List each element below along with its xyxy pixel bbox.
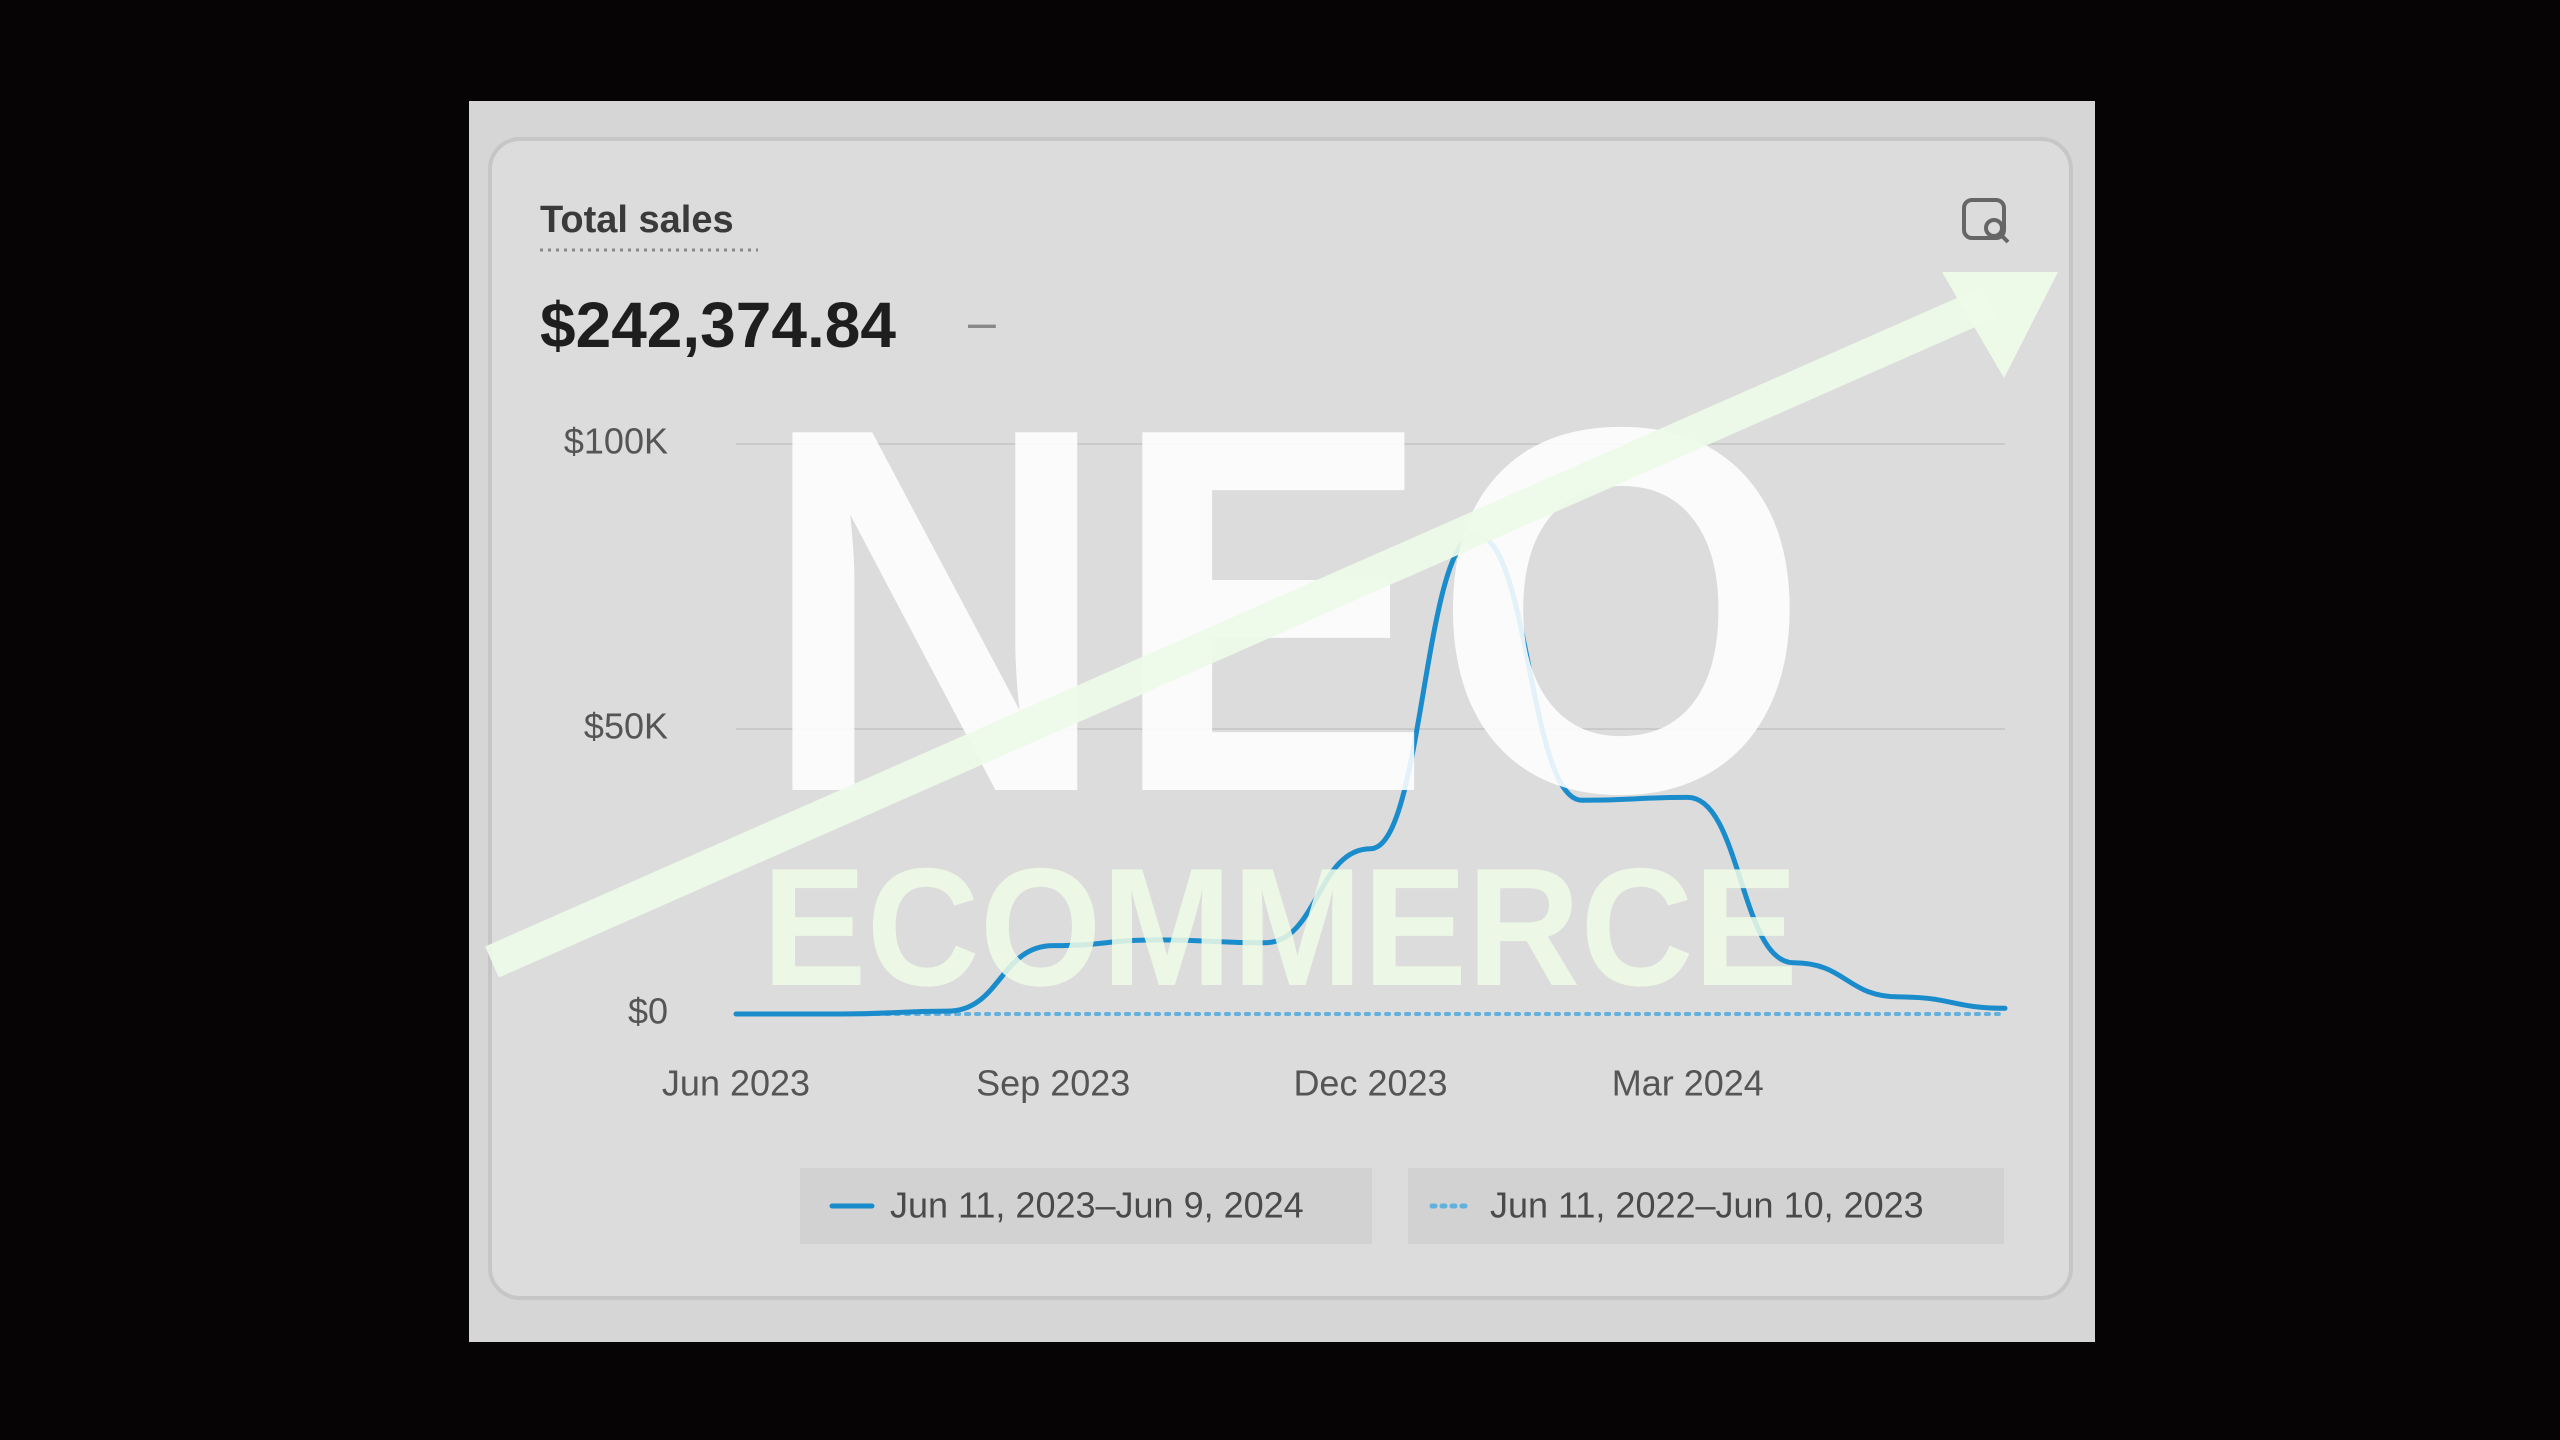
y-tick-label: $50K [584,706,668,747]
x-tick-label: Dec 2023 [1293,1063,1447,1104]
icon-handle[interactable] [1998,232,2010,244]
legend-label: Jun 11, 2023–Jun 9, 2024 [890,1185,1304,1226]
y-tick-label: $100K [564,421,668,462]
change-indicator: – [968,294,996,350]
legend-label: Jun 11, 2022–Jun 10, 2023 [1490,1185,1924,1226]
x-tick-label: Sep 2023 [976,1063,1130,1104]
x-tick-label: Mar 2024 [1612,1063,1764,1104]
card-title: Total sales [540,199,734,241]
legend-item-bg [1408,1168,2004,1244]
legend: Jun 11, 2023–Jun 9, 2024 Jun 11, 2022–Jun… [800,1168,2004,1244]
total-value: $242,374.84 [540,289,896,361]
x-tick-label: Jun 2023 [662,1063,810,1104]
chart-icon[interactable] [1962,198,2010,244]
y-tick-label: $0 [628,991,668,1032]
icon-frame[interactable] [1962,198,2006,240]
icon-lens[interactable] [1984,218,2004,238]
legend-item-bg [800,1168,1372,1244]
